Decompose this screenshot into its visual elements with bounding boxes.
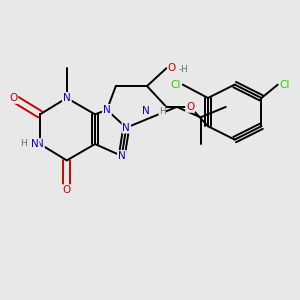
Text: N: N: [103, 105, 111, 115]
Text: N: N: [122, 123, 130, 133]
Text: N: N: [118, 151, 126, 161]
Text: N: N: [63, 93, 71, 103]
Text: O: O: [63, 185, 71, 195]
Text: N: N: [103, 105, 111, 115]
Text: N: N: [142, 106, 150, 116]
Text: Cl: Cl: [279, 80, 290, 90]
Text: O: O: [186, 102, 194, 112]
Text: O: O: [9, 93, 17, 103]
Text: Cl: Cl: [171, 80, 181, 90]
Text: O: O: [168, 63, 176, 73]
Text: N: N: [63, 93, 71, 103]
Text: H: H: [20, 139, 27, 148]
Text: -H: -H: [179, 65, 189, 74]
Text: N: N: [118, 151, 126, 161]
Text: N: N: [31, 139, 38, 149]
Text: N: N: [36, 139, 44, 149]
Text: H: H: [159, 107, 166, 116]
